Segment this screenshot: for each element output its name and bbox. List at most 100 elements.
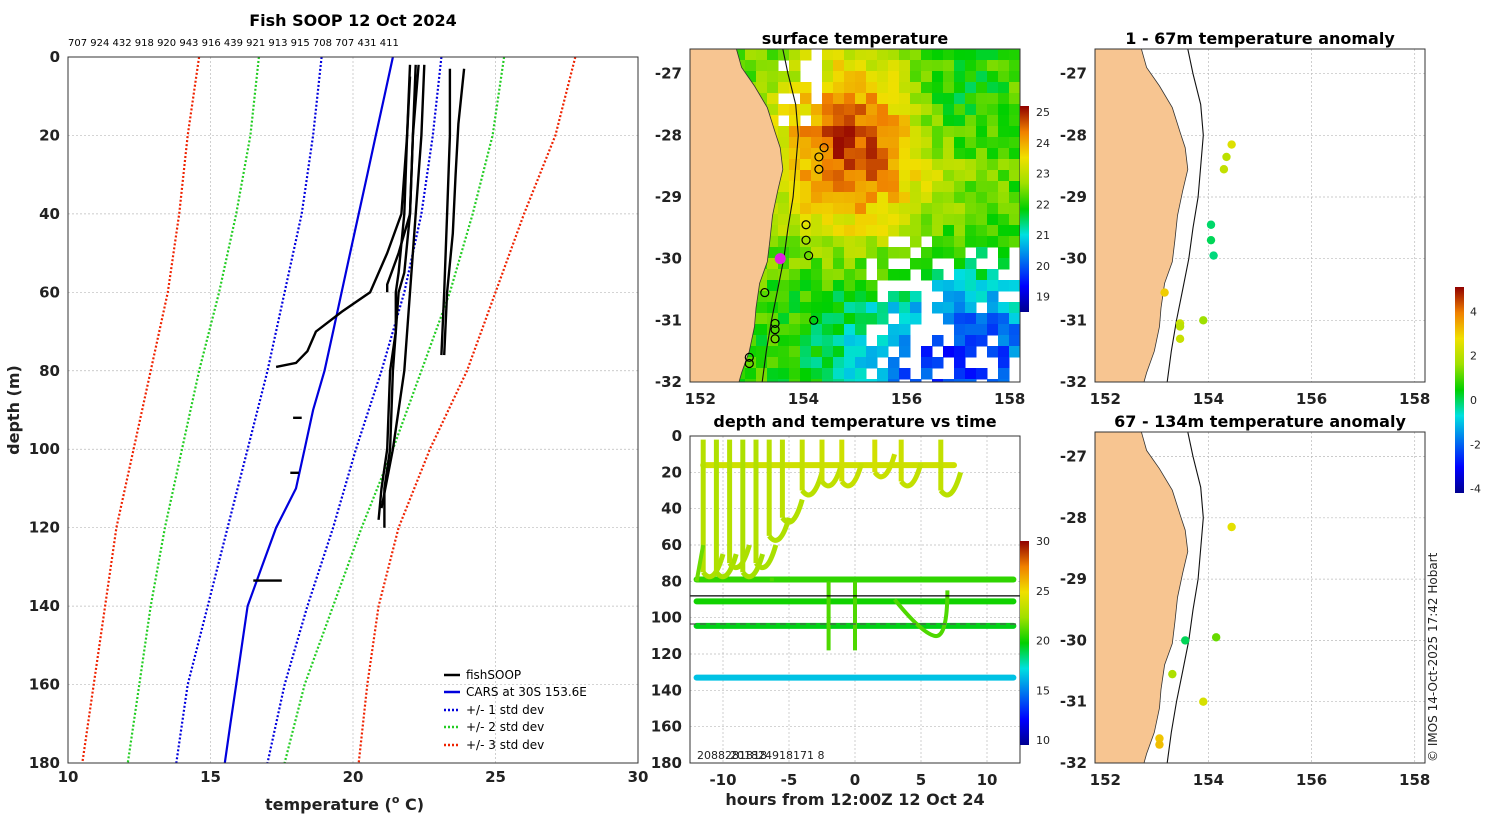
sst-cell [932, 247, 944, 259]
sst-cell [877, 346, 889, 358]
sst-cell [888, 192, 900, 204]
sst-cell [954, 71, 966, 83]
sst-cell [954, 302, 966, 314]
sst-cell [888, 379, 900, 382]
sst-cell [789, 82, 801, 94]
sst-cell [998, 115, 1010, 127]
sst-cell [899, 126, 911, 138]
sst-cell [954, 192, 966, 204]
sst-cb-tick: 25 [1036, 106, 1050, 119]
dt-cast-curve [753, 544, 779, 570]
sst-cell [910, 181, 922, 193]
sst-cell [877, 313, 889, 325]
sst-cell [756, 357, 768, 369]
profile-line-obs [377, 64, 420, 520]
depth-time-colorbar-ticks: 30 25 20 15 10 [1036, 535, 1050, 747]
profile-line-sd3 [357, 57, 577, 763]
profile-ytick: 100 [29, 440, 60, 458]
map-ytick: -27 [655, 65, 682, 83]
anomaly-point [1175, 334, 1185, 344]
sst-cell [877, 302, 889, 314]
sst-cell [998, 368, 1010, 380]
sst-cell [965, 71, 977, 83]
anomaly-lower-shelf [1166, 432, 1204, 763]
sst-cell [833, 181, 845, 193]
sst-cb-tick: 22 [1036, 198, 1050, 211]
sst-cell [921, 346, 933, 358]
sst-cell [954, 214, 966, 226]
sst-cell [921, 203, 933, 215]
sst-cell [844, 104, 856, 116]
sst-cell [954, 148, 966, 160]
sst-cell [910, 225, 922, 237]
sst-cell [767, 82, 779, 94]
map-ytick: -32 [1060, 754, 1087, 772]
sst-cell [910, 236, 922, 248]
sst-cell [899, 346, 911, 358]
sst-cell [822, 126, 834, 138]
sst-cell [921, 49, 933, 61]
sst-cell [866, 60, 878, 72]
sst-cell [811, 115, 823, 127]
map-xtick: 152 [1090, 390, 1121, 408]
sst-cell [921, 225, 933, 237]
sst-cell [976, 82, 988, 94]
sst-cell [800, 324, 812, 336]
sst-cell [998, 324, 1010, 336]
sst-cell [899, 49, 911, 61]
sst-cell [833, 335, 845, 347]
sst-cell [954, 379, 966, 382]
dt-cb-tick: 15 [1036, 684, 1050, 697]
sst-cell [822, 225, 834, 237]
sst-cell [855, 137, 867, 149]
sst-cell [800, 236, 812, 248]
sst-cell [888, 335, 900, 347]
sst-cell [778, 247, 790, 259]
sst-cell [778, 225, 790, 237]
sst-cell [833, 203, 845, 215]
sst-cell [767, 258, 779, 270]
sst-cell [789, 302, 801, 314]
anomaly-point [1219, 165, 1229, 174]
sst-cell [954, 357, 966, 369]
sst-cell [954, 181, 966, 193]
sst-cell [800, 203, 812, 215]
sst-cell [987, 313, 999, 325]
sst-cell [943, 192, 955, 204]
sst-cell [932, 269, 944, 281]
sst-cell [833, 159, 845, 171]
sst-cell [987, 148, 999, 160]
map-ytick: -28 [1060, 126, 1087, 144]
sst-cell [943, 148, 955, 160]
sst-cell [877, 170, 889, 182]
sst-cell [998, 192, 1010, 204]
sst-cell [778, 291, 790, 303]
map-xtick: 158 [1399, 771, 1430, 789]
sst-cell [866, 115, 878, 127]
sst-cell [844, 159, 856, 171]
sst-cell [855, 379, 867, 382]
dt-ytick: 20 [661, 463, 682, 481]
sst-cell [866, 126, 878, 138]
sst-cell [789, 225, 801, 237]
sst-cell [811, 313, 823, 325]
sst-cell [943, 302, 955, 314]
sst-cell [910, 379, 922, 382]
sst-cell [756, 60, 768, 72]
sst-cell [778, 335, 790, 347]
sst-cell [899, 192, 911, 204]
sst-cell [877, 60, 889, 72]
sst-cell [789, 115, 801, 127]
sst-cell [822, 137, 834, 149]
sst-cell [822, 159, 834, 171]
sst-cell [866, 291, 878, 303]
sst-cell [811, 280, 823, 292]
sst-cell [822, 346, 834, 358]
dt-cast-curve [740, 553, 766, 580]
sst-cell [943, 71, 955, 83]
sst-colorbar [1020, 106, 1029, 312]
dt-ytick: 0 [672, 427, 682, 445]
sst-cell [833, 236, 845, 248]
sst-station [770, 318, 780, 329]
sst-cell [811, 225, 823, 237]
